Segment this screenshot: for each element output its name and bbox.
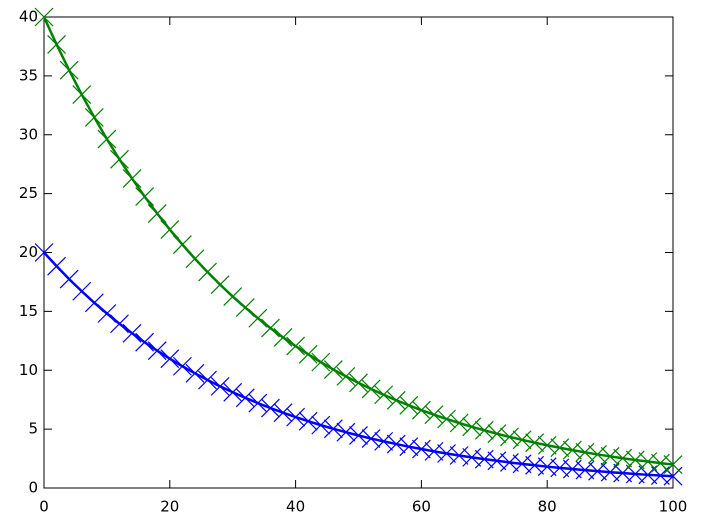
marker [663,455,683,474]
y-tick-label: 5 [28,420,38,438]
x-tick-label: 60 [412,498,431,516]
series-line [43,251,674,478]
y-tick-label: 10 [19,361,38,379]
y-tick-label: 15 [19,302,38,320]
y-tick-label: 35 [19,66,38,84]
x-tick-label: 40 [286,498,305,516]
y-tick-label: 25 [19,184,38,202]
y-tick-label: 30 [19,125,38,143]
series-line [42,16,674,466]
plot-frame [43,16,674,489]
x-tick-label: 0 [39,498,49,516]
x-tick-label: 80 [538,498,557,516]
x-tick-label: 20 [160,498,179,516]
y-tick-label: 20 [19,243,38,261]
y-tick-label: 0 [28,479,38,497]
y-tick-label: 40 [19,8,38,26]
x-tick-label: 100 [659,498,688,516]
